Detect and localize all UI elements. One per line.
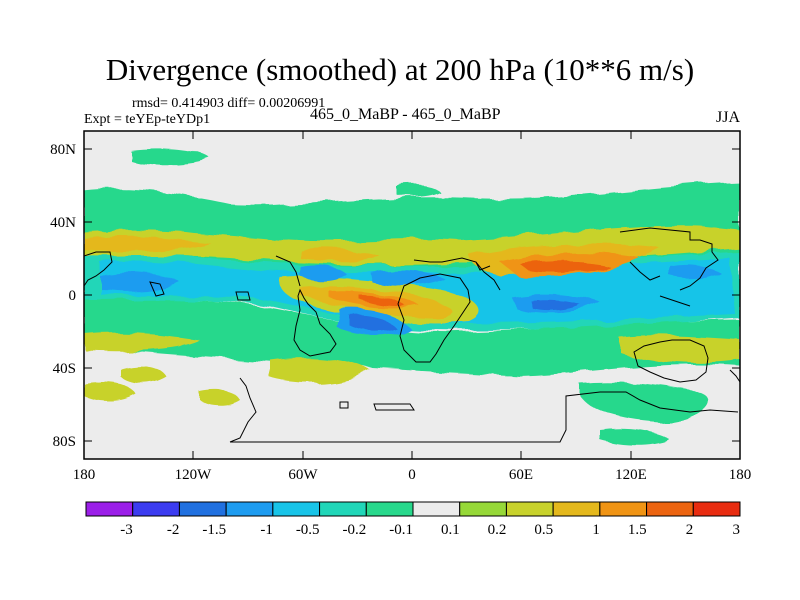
lon-tick-label: 120E: [615, 467, 647, 483]
colorbar-box: [459, 501, 507, 517]
colorbar-box: [365, 501, 414, 517]
colorbar-label: 1: [592, 522, 600, 538]
colorbar-label: -0.2: [343, 522, 367, 538]
field-patch-yellowgreen-2: [200, 390, 240, 406]
colorbar-label: 3: [733, 522, 741, 538]
colorbar-label: -2: [167, 522, 180, 538]
colorbar-box: [319, 501, 367, 517]
coastline-africa: [397, 273, 471, 363]
lat-tick-label: 80N: [50, 142, 76, 158]
coastlines: [84, 227, 740, 443]
lat-tick-label: 0: [69, 288, 77, 304]
colorbar-label: 0.1: [441, 522, 460, 538]
lat-tick-label: 40N: [50, 215, 76, 231]
lon-tick-label: 60E: [509, 467, 533, 483]
field-patch-green-3: [600, 428, 670, 446]
field-blob-blue-4: [370, 269, 444, 286]
colorbar-label: 0.2: [488, 522, 507, 538]
lat-tick-label: 80S: [53, 434, 76, 450]
colorbar-box: [178, 501, 227, 517]
field-band-green-south: [84, 296, 740, 376]
field-band-green-far-south: [580, 382, 708, 422]
field-patch-yellowgreen-3: [84, 382, 136, 401]
season-label: JJA: [716, 109, 741, 126]
field-blob-blue-6: [670, 264, 720, 279]
colorbar-label: 2: [686, 522, 694, 538]
colorbar-box: [225, 501, 274, 517]
field-band-yellowgreen-south: [84, 332, 740, 384]
colorbar-box: [272, 501, 321, 517]
colorbar-box: [552, 501, 601, 517]
colorbar-label: -3: [120, 522, 133, 538]
coastline-southern-islands: [339, 401, 415, 411]
colorbar-box: [505, 501, 554, 517]
coastline-new-zealand: [729, 369, 740, 383]
coastline-indian-peninsula: [475, 261, 501, 291]
coastline-north-america: [84, 251, 301, 287]
colorbar-label: -1.5: [202, 522, 226, 538]
colorbar-label: 0.5: [534, 522, 553, 538]
colorbar-label: -1: [260, 522, 273, 538]
field-band-red: [360, 261, 610, 307]
field-band-green-northern-arc: [110, 196, 200, 211]
colorbar-box: [132, 501, 180, 517]
divergence-field: [84, 148, 740, 446]
field-blob-deep-blue-1: [350, 315, 396, 332]
field-blob-blue-5: [300, 264, 346, 281]
coastline-antarctica: [229, 377, 739, 443]
colorbar-box: [646, 501, 694, 517]
field-patch-green-2: [396, 184, 440, 197]
field-blob-blue-1: [100, 273, 180, 292]
colorbar-box: [412, 501, 461, 517]
coastline-southeast-asia: [629, 261, 691, 307]
coastline-eurasia: [413, 227, 719, 291]
field-patch-green-1: [130, 148, 210, 165]
stats-label: rmsd= 0.414903 diff= 0.00206991: [132, 96, 326, 111]
colorbar: -3 -2 -1.5 -1 -0.5 -0.2 -0.1 0.1 0.2 0.5 1 1.5 2 3: [85, 501, 741, 538]
plot-title: Divergence (smoothed) at 200 hPa (10**6 …: [105, 52, 695, 87]
axis-ticks: [84, 131, 740, 459]
lat-tick-label: 40S: [53, 361, 76, 377]
colorbar-label: -0.5: [296, 522, 320, 538]
coastline-pacific-islands: [149, 281, 251, 301]
lon-tick-label: 0: [408, 467, 416, 483]
field-blob-deep-blue-2: [530, 299, 580, 311]
colorbar-label: -0.1: [389, 522, 413, 538]
coastline-australia: [633, 339, 709, 383]
experiment-label: Expt = teYEp-teYDp1: [84, 112, 211, 127]
colorbar-box: [85, 501, 134, 517]
field-patch-yellowgreen-1: [120, 365, 166, 383]
colorbar-box: [692, 501, 741, 517]
center-label: 465_0_MaBP - 465_0_MaBP: [310, 106, 501, 123]
lon-tick-label: 180: [729, 467, 752, 483]
lon-tick-label: 180: [73, 467, 96, 483]
lon-tick-label: 120W: [175, 467, 213, 483]
colorbar-label: 1.5: [628, 522, 647, 538]
coastline-south-america: [293, 288, 337, 357]
lon-tick-label: 60W: [288, 467, 318, 483]
colorbar-box: [599, 501, 648, 517]
